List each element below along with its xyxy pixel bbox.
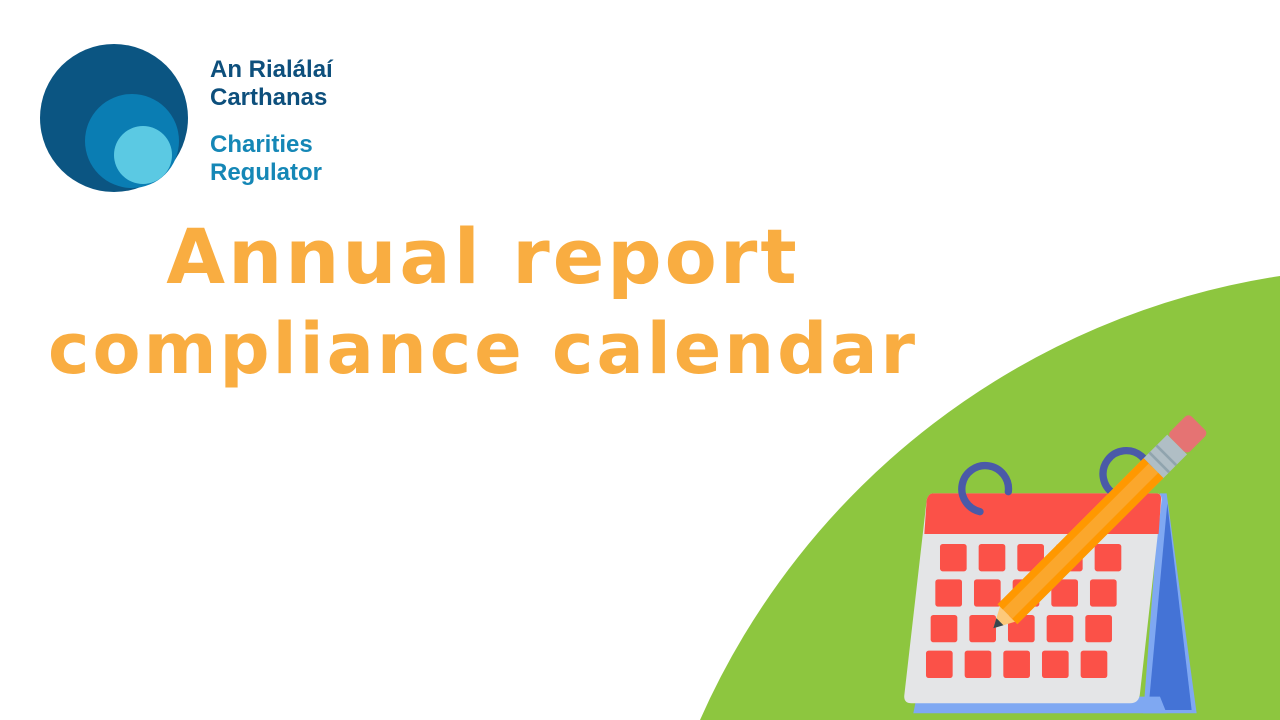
logo-english-name: Charities Regulator [210, 131, 322, 187]
title-line2: compliance calendar [48, 308, 918, 390]
logo-irish-name: An Rialálaí Carthanas [210, 56, 333, 112]
logo-english-line1: Charities [210, 131, 313, 158]
logo-mark-icon [40, 44, 188, 192]
logo-irish-line2: Carthanas [210, 84, 328, 111]
logo-english-line2: Regulator [210, 159, 323, 186]
title-line1: Annual report [166, 212, 800, 301]
calendar-with-pencil-icon [904, 415, 1207, 714]
logo-irish-line1: An Rialálaí [210, 56, 333, 83]
